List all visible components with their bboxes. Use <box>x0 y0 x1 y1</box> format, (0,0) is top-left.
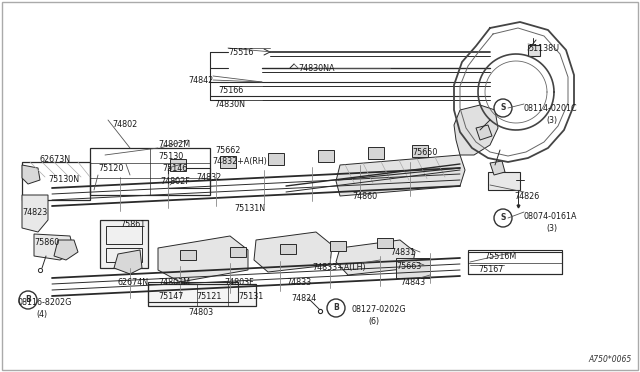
Text: 75120: 75120 <box>98 164 124 173</box>
Text: 74802M: 74802M <box>158 140 190 149</box>
Text: 75662: 75662 <box>215 146 241 155</box>
Text: 08114-0201C: 08114-0201C <box>524 104 578 113</box>
Text: 75147: 75147 <box>158 292 184 301</box>
Text: 74860: 74860 <box>352 192 377 201</box>
Text: 74832: 74832 <box>196 173 221 182</box>
Bar <box>396 258 430 278</box>
Text: S: S <box>500 214 506 222</box>
Text: 75121: 75121 <box>196 292 221 301</box>
Polygon shape <box>336 155 465 196</box>
Polygon shape <box>54 240 78 260</box>
Text: B: B <box>25 295 31 305</box>
Text: 75860: 75860 <box>34 238 60 247</box>
Bar <box>22 162 90 200</box>
Text: 62673N: 62673N <box>40 155 71 164</box>
Bar <box>318 150 334 162</box>
Polygon shape <box>22 195 48 232</box>
Bar <box>490 174 516 188</box>
Bar <box>330 241 346 251</box>
Bar <box>100 220 148 268</box>
Polygon shape <box>34 234 74 260</box>
Bar <box>170 159 186 171</box>
Text: 75166: 75166 <box>218 86 243 95</box>
Text: 08074-0161A: 08074-0161A <box>524 212 577 221</box>
Polygon shape <box>490 161 505 175</box>
Text: 74803M: 74803M <box>158 278 190 287</box>
Bar <box>377 238 393 248</box>
Polygon shape <box>158 236 248 282</box>
Bar <box>528 45 540 56</box>
Text: 75650: 75650 <box>412 148 437 157</box>
Text: 08116-8202G: 08116-8202G <box>18 298 72 307</box>
Text: 75516: 75516 <box>228 48 253 57</box>
Text: 62674N: 62674N <box>118 278 149 287</box>
Text: 74802: 74802 <box>112 120 137 129</box>
Text: 74830NA: 74830NA <box>298 64 335 73</box>
Text: 74802F: 74802F <box>160 177 189 186</box>
Text: 74826: 74826 <box>514 192 540 201</box>
Bar <box>230 247 246 257</box>
Text: 74803F: 74803F <box>224 278 253 287</box>
Text: (6): (6) <box>368 317 379 326</box>
Bar <box>106 226 142 244</box>
Bar <box>412 145 428 157</box>
Polygon shape <box>454 105 498 155</box>
Bar <box>468 252 562 274</box>
Circle shape <box>494 99 512 117</box>
Polygon shape <box>336 240 415 275</box>
Text: 74824: 74824 <box>291 294 316 303</box>
Text: 74843: 74843 <box>400 278 425 287</box>
Text: B: B <box>333 304 339 312</box>
Text: 74830N: 74830N <box>214 100 245 109</box>
Bar <box>106 248 142 262</box>
Circle shape <box>19 291 37 309</box>
Polygon shape <box>114 250 142 274</box>
Text: (4): (4) <box>36 310 47 319</box>
Text: 75130: 75130 <box>158 152 183 161</box>
Bar <box>168 168 210 188</box>
Text: 75663: 75663 <box>396 262 421 271</box>
Text: 75131N: 75131N <box>234 204 265 213</box>
Polygon shape <box>22 165 40 184</box>
Bar <box>488 172 520 190</box>
Text: 74833+A(LH): 74833+A(LH) <box>312 263 365 272</box>
Polygon shape <box>254 232 332 272</box>
Bar <box>468 250 562 274</box>
Circle shape <box>327 299 345 317</box>
Text: 75861: 75861 <box>120 220 145 229</box>
Text: 75167: 75167 <box>478 265 504 274</box>
Text: 74823: 74823 <box>22 208 47 217</box>
Text: 75130N: 75130N <box>48 175 79 184</box>
Text: 08127-0202G: 08127-0202G <box>352 305 406 314</box>
Text: 75516M: 75516M <box>484 252 516 261</box>
Text: 51138U: 51138U <box>528 44 559 53</box>
Text: S: S <box>500 103 506 112</box>
Text: 74832+A(RH): 74832+A(RH) <box>212 157 267 166</box>
Text: (3): (3) <box>546 224 557 233</box>
Bar <box>148 284 256 306</box>
Text: 75131: 75131 <box>238 292 263 301</box>
Circle shape <box>494 209 512 227</box>
Bar <box>220 156 236 168</box>
Text: A750*0065: A750*0065 <box>589 355 632 364</box>
Text: (3): (3) <box>546 116 557 125</box>
Bar <box>268 153 284 165</box>
Bar <box>90 148 210 195</box>
Text: 74833: 74833 <box>286 278 311 287</box>
Bar <box>280 244 296 254</box>
Polygon shape <box>476 125 492 140</box>
Text: 75146: 75146 <box>162 164 188 173</box>
Bar <box>180 250 196 260</box>
Bar <box>148 282 238 302</box>
Text: 74842: 74842 <box>188 76 213 85</box>
Text: 74831: 74831 <box>390 248 415 257</box>
Bar <box>368 147 384 159</box>
Text: 74803: 74803 <box>188 308 213 317</box>
